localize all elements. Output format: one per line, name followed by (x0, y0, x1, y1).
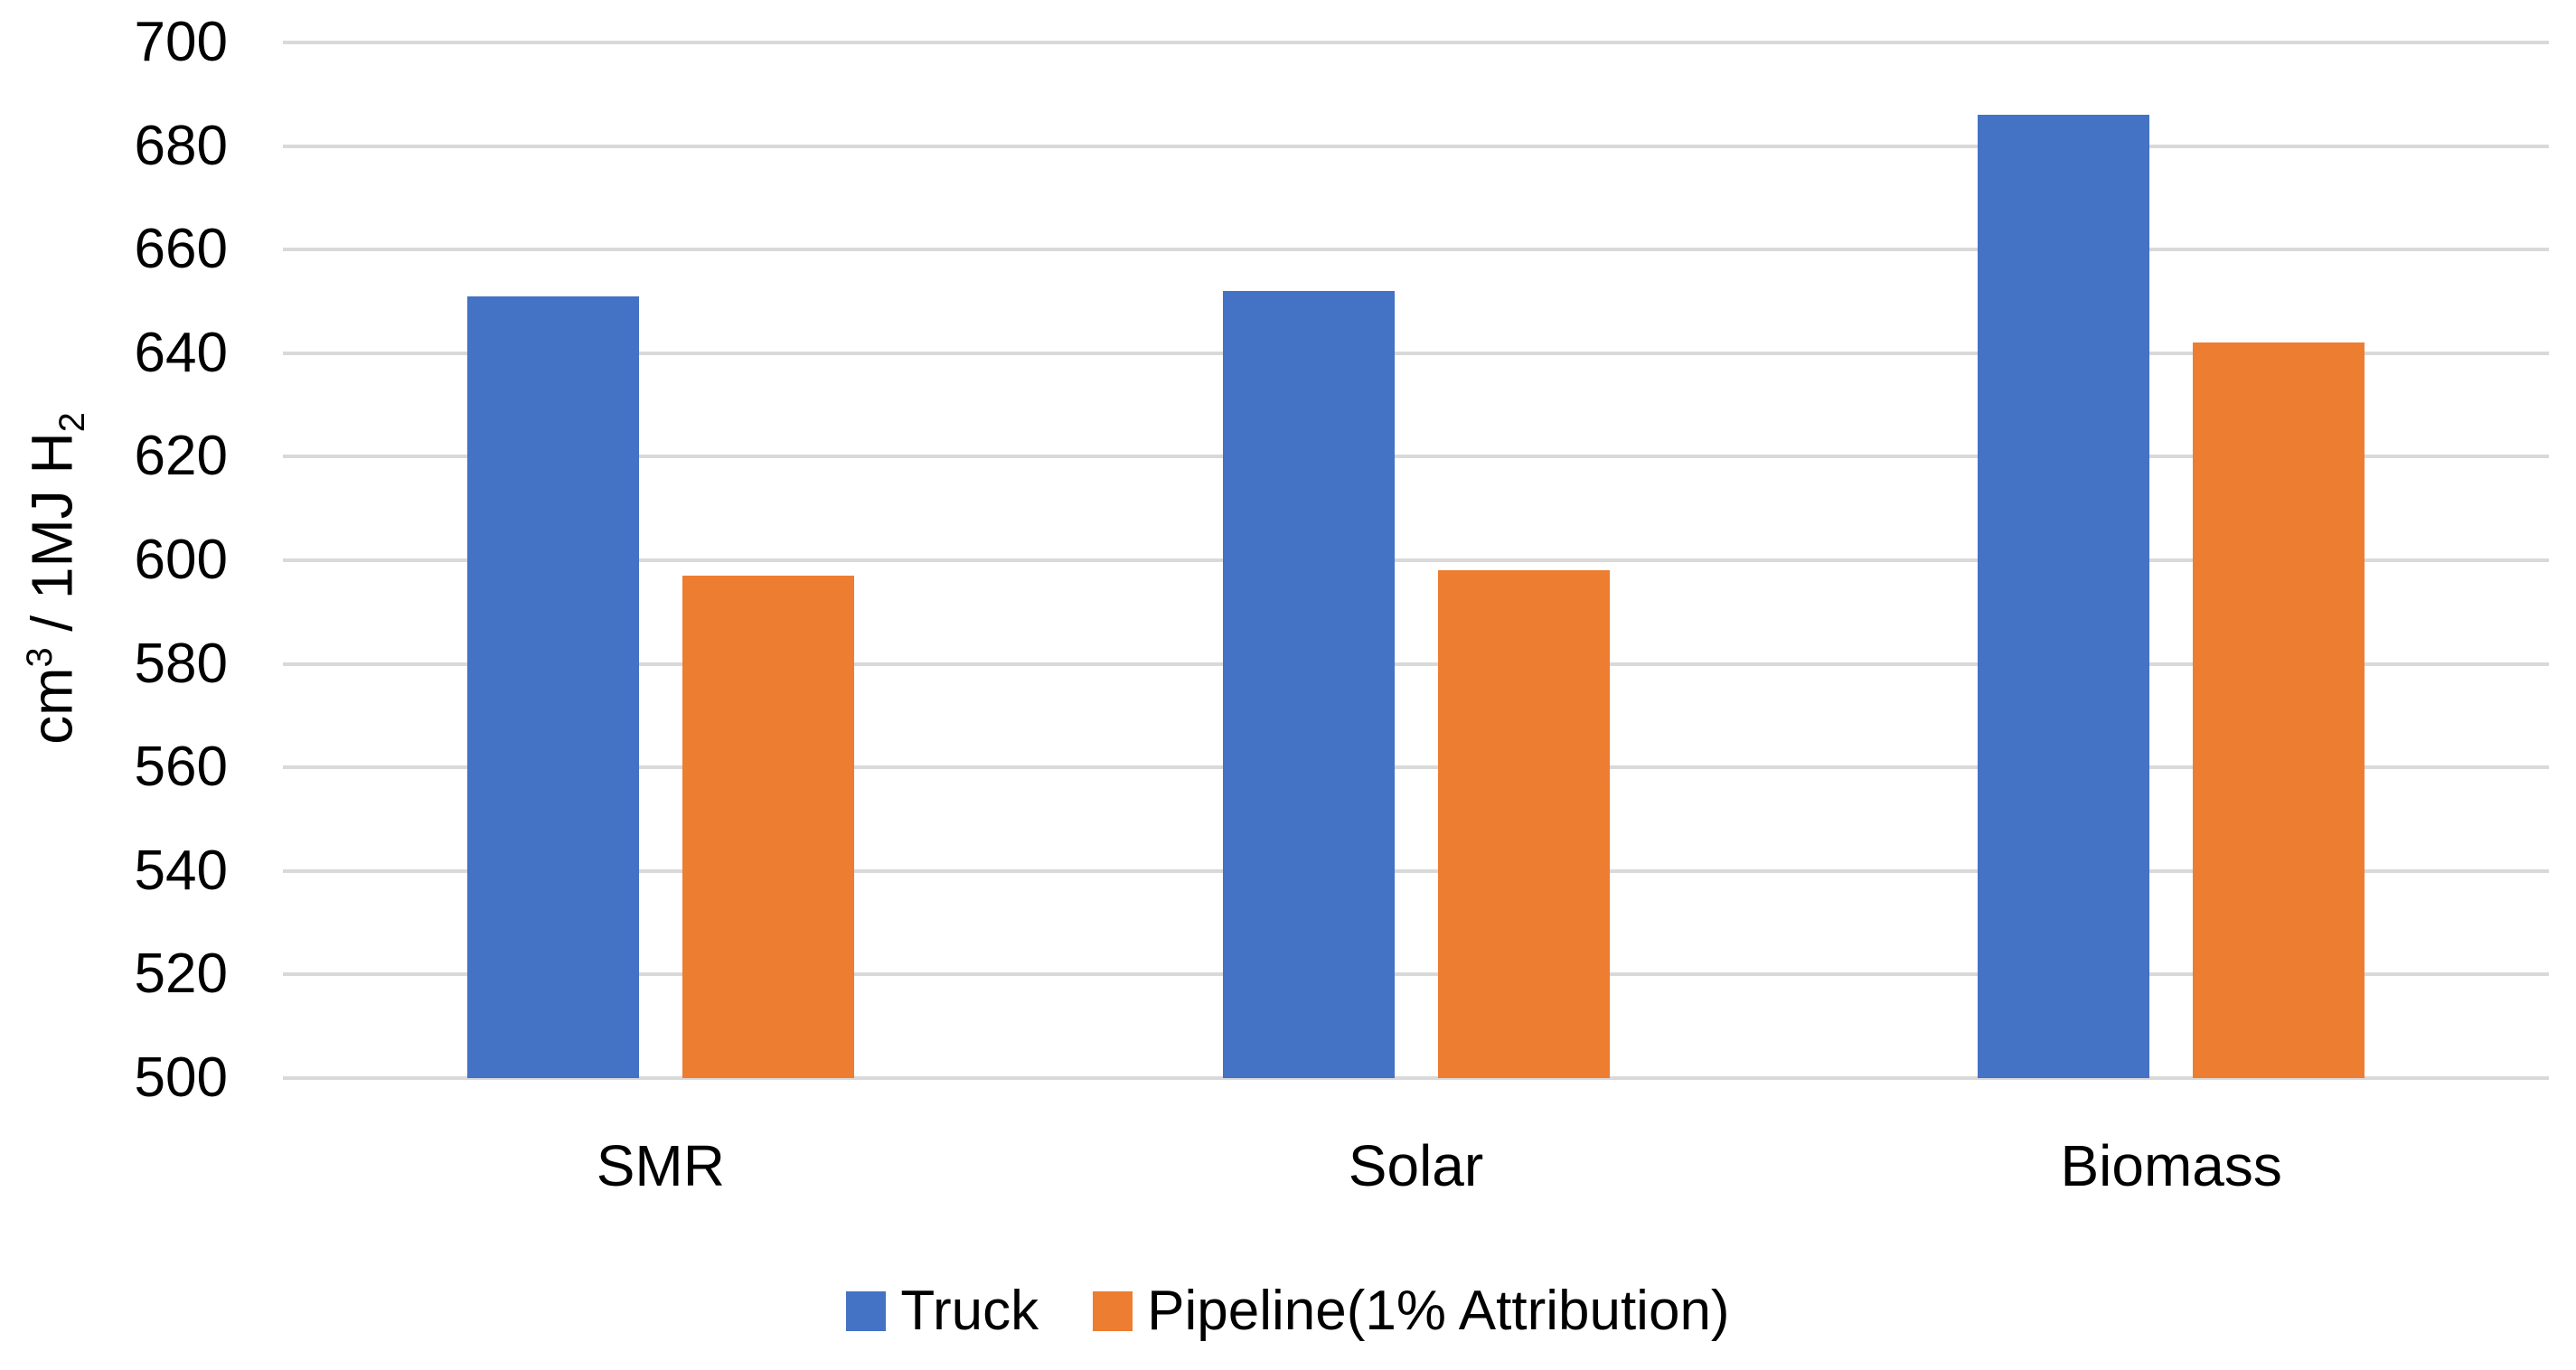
y-gridline-660 (283, 248, 2549, 251)
legend-item-truck: Truck (846, 1283, 1039, 1339)
y-tick-label-540: 540 (134, 840, 228, 902)
y-gridline-540 (283, 869, 2549, 873)
y-tick-label-620: 620 (134, 425, 228, 487)
bar-truck-solar (1223, 291, 1395, 1078)
y-gridline-500 (283, 1076, 2549, 1080)
y-tick-label-700: 700 (134, 11, 228, 73)
bar-truck-smr (467, 296, 639, 1078)
y-gridline-580 (283, 662, 2549, 666)
legend-label-truck: Truck (900, 1280, 1039, 1342)
y-tick-label-520: 520 (134, 943, 228, 1005)
x-category-label-solar: Solar (1348, 1133, 1484, 1198)
y-gridline-560 (283, 765, 2549, 769)
y-gridline-680 (283, 145, 2549, 148)
y-tick-label-600: 600 (134, 529, 228, 591)
y-tick-label-500: 500 (134, 1046, 228, 1109)
legend-swatch-truck (846, 1291, 887, 1331)
legend: Truck Pipeline(1% Attribution) (0, 1283, 2576, 1339)
y-tick-label-640: 640 (134, 322, 228, 384)
bar-truck-biomass (1978, 115, 2149, 1078)
x-category-label-biomass: Biomass (2060, 1133, 2282, 1198)
y-gridline-700 (283, 41, 2549, 44)
y-tick-label-680: 680 (134, 115, 228, 177)
bar-pipeline-1-attribution-biomass (2193, 342, 2364, 1078)
plot-area (283, 41, 2549, 1080)
y-gridline-620 (283, 455, 2549, 458)
x-category-label-smr: SMR (596, 1133, 725, 1198)
y-tick-label-560: 560 (134, 736, 228, 798)
y-tick-label-580: 580 (134, 633, 228, 695)
y-tick-label-660: 660 (134, 218, 228, 280)
y-gridline-520 (283, 972, 2549, 976)
legend-label-pipeline-1-attribution: Pipeline(1% Attribution) (1147, 1280, 1730, 1342)
bar-pipeline-1-attribution-solar (1438, 570, 1610, 1078)
y-gridline-600 (283, 558, 2549, 562)
bar-pipeline-1-attribution-smr (682, 576, 854, 1078)
y-gridline-640 (283, 352, 2549, 355)
legend-swatch-pipeline-1-attribution (1093, 1291, 1133, 1331)
legend-item-pipeline-1-attribution: Pipeline(1% Attribution) (1093, 1280, 1730, 1342)
